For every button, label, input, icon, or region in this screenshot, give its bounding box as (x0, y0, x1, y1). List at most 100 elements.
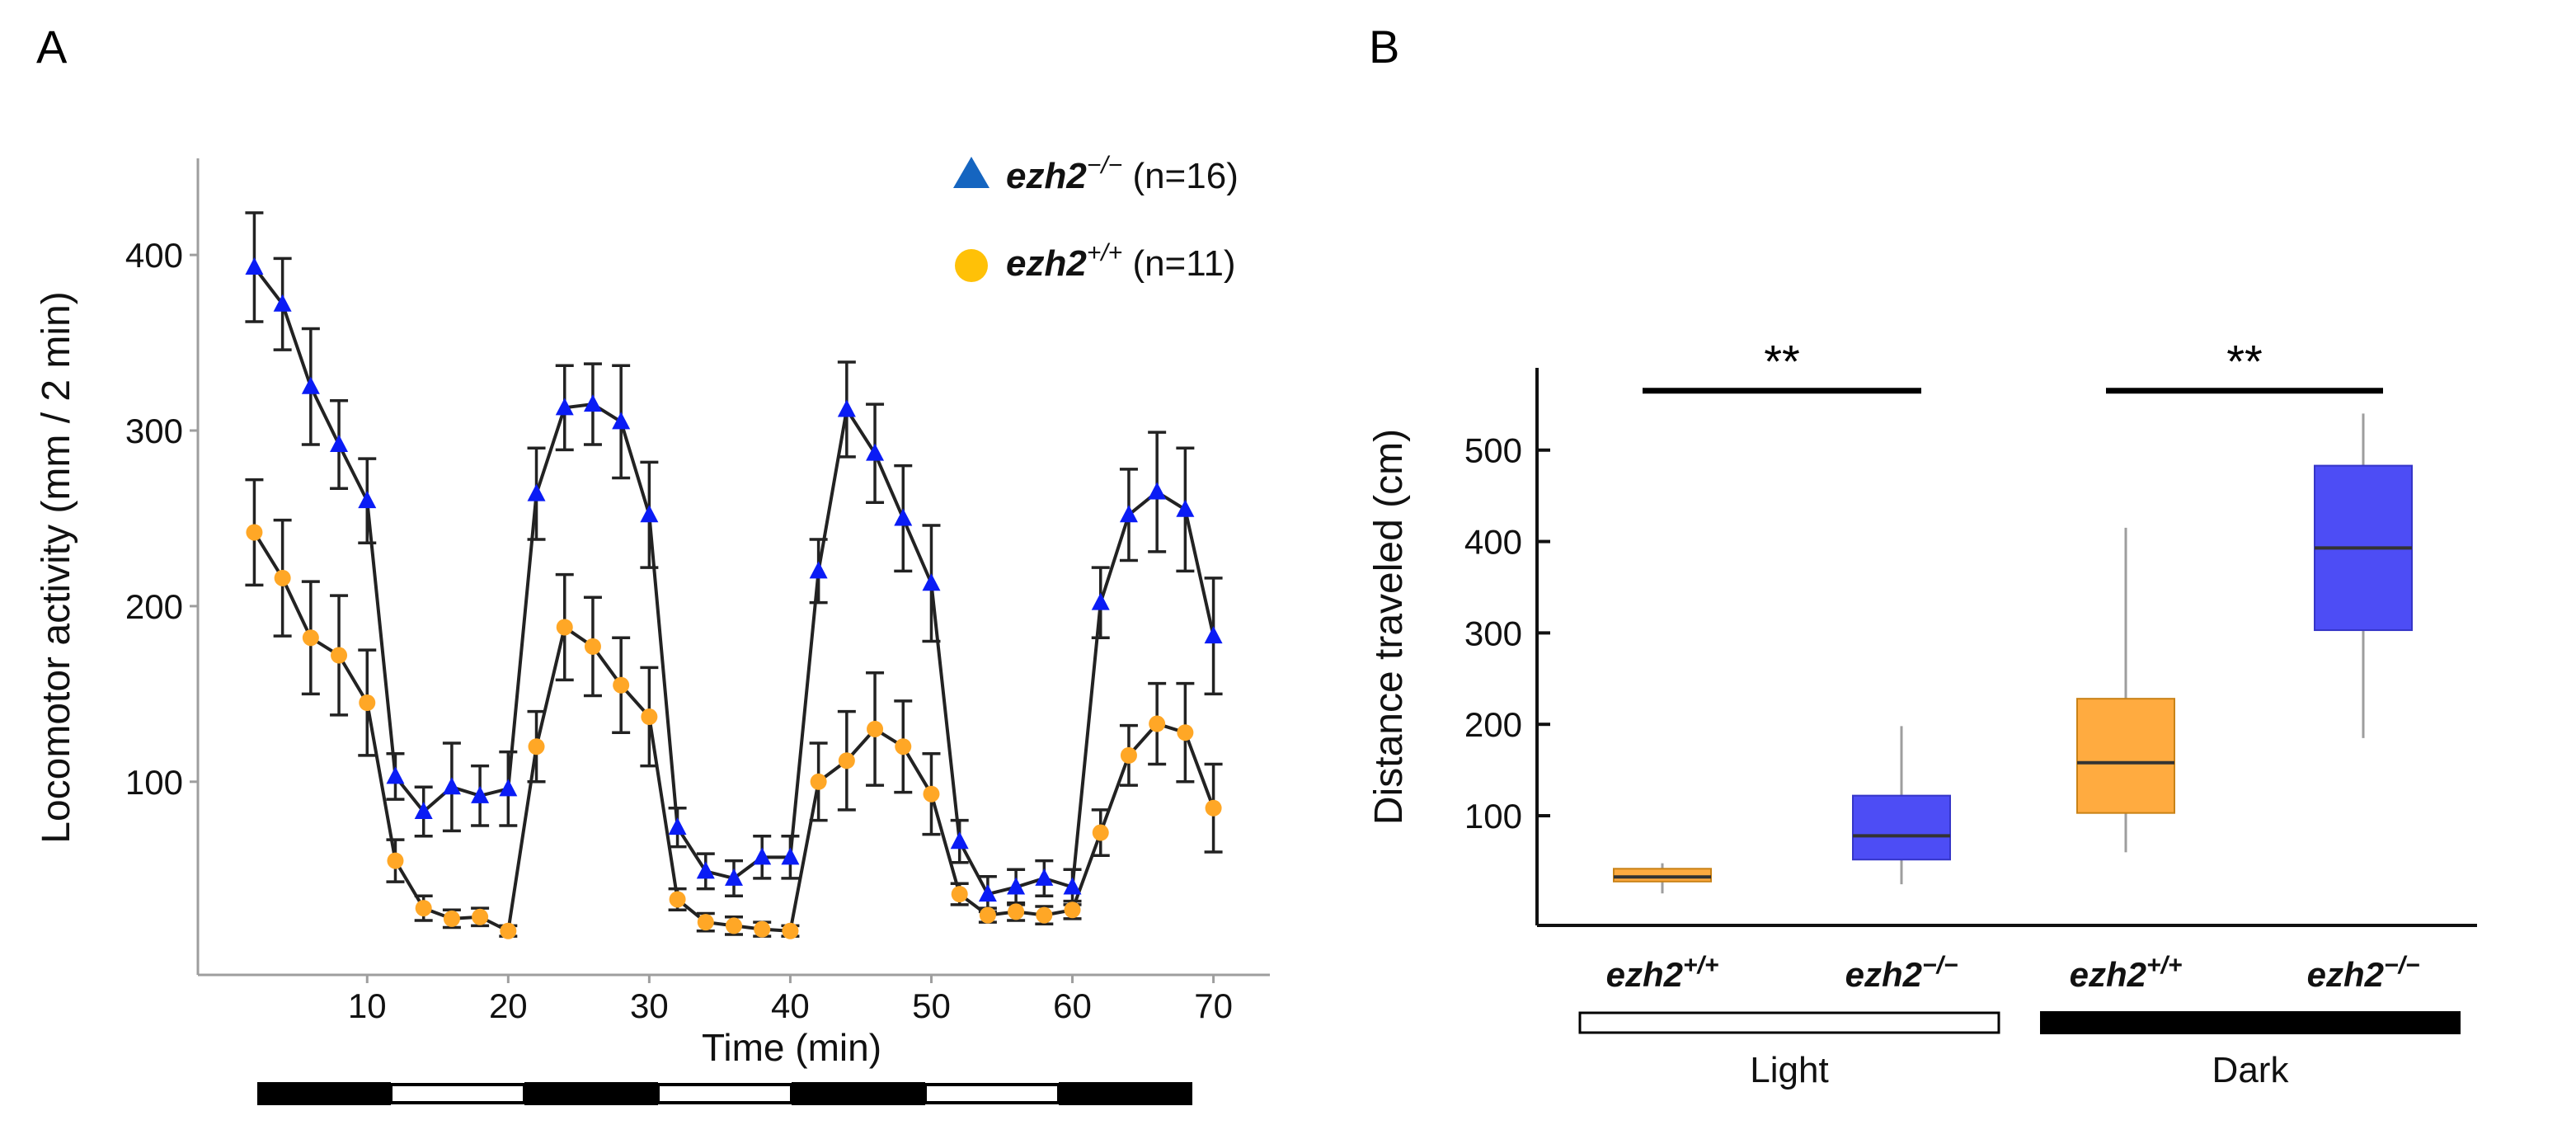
dark-period-segment (1059, 1082, 1192, 1105)
legend-ko-entry: ezh2−/− (n=16) (1006, 152, 1239, 196)
box-wt (2076, 698, 2175, 814)
legend-wt-entry: ezh2+/+ (n=11) (1006, 239, 1236, 284)
y-tick-label-b: 300 (1464, 614, 1522, 652)
data-point-wt (472, 908, 489, 925)
data-point-ko (555, 398, 574, 416)
data-point-wt (415, 900, 432, 917)
group-bar-dark (2040, 1011, 2461, 1034)
category-label: ezh2+/+ (1606, 952, 1719, 994)
category-label: ezh2−/− (2307, 952, 2420, 994)
panel-b-label: B (1369, 21, 1399, 73)
data-point-wt (443, 910, 460, 927)
legend-wt-n: (n=11) (1132, 243, 1235, 284)
data-point-ko (894, 508, 913, 526)
data-point-ko (442, 777, 461, 795)
data-point-wt (895, 738, 912, 755)
data-point-ko (386, 766, 405, 784)
series-lines (252, 266, 1215, 934)
data-point-ko (1035, 868, 1054, 886)
x-axis-label-a: Time (min) (702, 1026, 881, 1069)
x-tick-label-a: 30 (630, 986, 669, 1025)
dark-period-segment (257, 1082, 391, 1105)
data-point-wt (302, 629, 319, 647)
legend-ko-n: (n=16) (1132, 156, 1238, 196)
data-point-wt (726, 917, 742, 934)
data-point-wt (1205, 799, 1222, 817)
x-tick-label-a: 20 (489, 986, 528, 1025)
data-point-wt (1177, 724, 1194, 741)
data-point-wt (387, 852, 404, 869)
x-tick-label-a: 40 (771, 986, 810, 1025)
x-tick-label-a: 10 (348, 986, 387, 1025)
data-point-ko (1063, 877, 1082, 895)
light-period-segment (389, 1083, 526, 1104)
category-sup: −/− (1922, 952, 1958, 979)
series-markers (245, 257, 1223, 939)
box-wt (1613, 868, 1712, 883)
y-ticks-b: 100 200 300 400 500 (1464, 431, 1550, 836)
category-label: ezh2−/− (1845, 952, 1958, 994)
data-point-wt (274, 569, 291, 586)
data-point-ko (330, 435, 349, 453)
data-point-wt (923, 785, 940, 803)
data-point-ko (753, 847, 772, 865)
data-point-ko (1148, 482, 1167, 500)
data-point-wt (331, 647, 348, 664)
category-sup: +/+ (1683, 952, 1718, 979)
data-point-ko (950, 831, 969, 850)
dark-period-segment (524, 1082, 658, 1105)
y-tick-label-b: 200 (1464, 705, 1522, 744)
data-point-ko (1204, 626, 1223, 644)
data-point-wt (754, 920, 771, 938)
category-sup: −/− (2384, 952, 2419, 979)
y-axis-label-a: Locomotor activity (mm / 2 min) (35, 291, 78, 843)
box-chart-panel-b: 100 200 300 400 500 ** ** Distance traveled (… (1367, 336, 2477, 1090)
legend-triangle-marker (953, 157, 990, 188)
category-symbol: ezh2 (1606, 955, 1683, 994)
line-chart-panel-a: 100 200 300 400 10 20 30 40 50 60 70 Locomotor ac… (35, 152, 1270, 1105)
data-point-wt (697, 914, 714, 931)
legend-wt-symbol: ezh2 (1006, 243, 1087, 284)
light-period-segment (924, 1083, 1060, 1104)
box-ko (1852, 794, 1951, 861)
light-period-segment (656, 1083, 793, 1104)
data-point-wt (979, 906, 996, 924)
category-symbol: ezh2 (2070, 955, 2146, 994)
data-point-wt (838, 752, 855, 770)
data-point-ko (301, 376, 320, 394)
category-sup: +/+ (2146, 952, 2182, 979)
data-point-ko (471, 785, 490, 803)
data-point-wt (1120, 746, 1137, 764)
data-point-ko (978, 884, 997, 902)
data-point-ko (640, 505, 659, 523)
significance-stars: ** (2226, 336, 2263, 388)
data-point-wt (1036, 906, 1053, 924)
data-point-ko (668, 817, 687, 836)
data-point-ko (866, 443, 885, 461)
y-tick-label-b: 100 (1464, 797, 1522, 836)
x-tick-label-a: 70 (1194, 986, 1233, 1025)
data-point-wt (613, 676, 630, 694)
legend-circle-marker (955, 249, 988, 282)
group-label: Dark (2212, 1050, 2290, 1090)
data-point-ko (499, 779, 518, 797)
data-point-ko (1176, 499, 1195, 517)
data-point-ko (358, 491, 377, 509)
data-point-wt (1064, 901, 1081, 919)
category-symbol: ezh2 (1845, 955, 1922, 994)
data-point-ko (696, 861, 715, 879)
legend-ko-sup: −/− (1087, 152, 1122, 179)
data-point-ko (1007, 877, 1026, 895)
y-ticks-a: 100 200 300 400 (125, 236, 198, 802)
y-axis-label-b: Distance traveled (cm) (1367, 429, 1411, 825)
data-point-wt (584, 638, 601, 655)
legend-ko-symbol: ezh2 (1006, 156, 1087, 196)
legend-wt-sup: +/+ (1087, 239, 1122, 266)
data-point-ko (612, 412, 631, 430)
y-tick-label-b: 400 (1464, 523, 1522, 562)
data-point-wt (359, 694, 376, 711)
data-point-ko (781, 847, 800, 865)
data-point-wt (641, 708, 658, 726)
category-label: ezh2+/+ (2070, 952, 2183, 994)
data-point-wt (556, 619, 573, 636)
